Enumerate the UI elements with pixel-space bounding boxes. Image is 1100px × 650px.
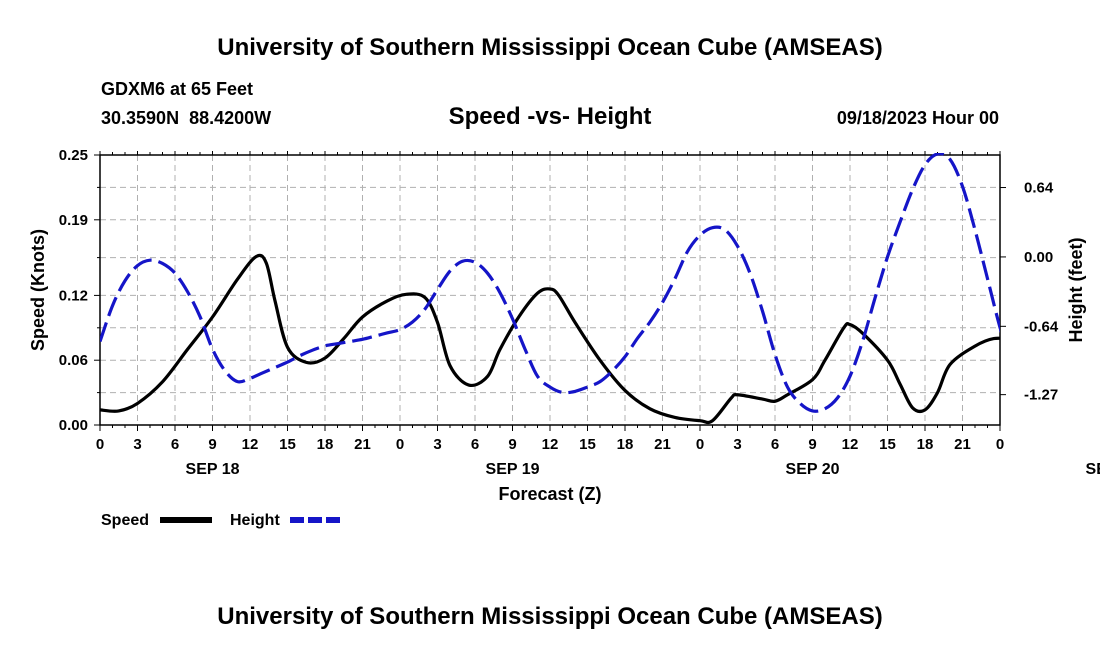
speed-series-line (100, 253, 1000, 425)
x-tick-label: 0 (96, 436, 104, 453)
y2-tick-label: 0.64 (1024, 180, 1054, 197)
x-tick-label: 18 (917, 436, 934, 453)
x-tick-label: 18 (617, 436, 634, 453)
y2-tick-label: -0.64 (1024, 318, 1059, 335)
chart-title: Speed -vs- Height (449, 103, 652, 130)
footer-title: University of Southern Mississippi Ocean… (217, 603, 882, 630)
day-label: SEP 19 (486, 461, 540, 478)
y-axis-title: Speed (Knots) (28, 229, 48, 351)
legend-speed-label: Speed (101, 512, 149, 529)
x-tick-label: 0 (996, 436, 1004, 453)
y2-axis-title: Height (feet) (1066, 238, 1086, 343)
axes (94, 151, 1006, 431)
x-tick-label: 15 (279, 436, 296, 453)
height-series-line (100, 153, 1000, 413)
main-title: University of Southern Mississippi Ocean… (217, 34, 882, 61)
x-axis-title: Forecast (Z) (498, 484, 601, 504)
x-tick-label: 9 (508, 436, 516, 453)
tick-labels: 0 3 6 9 12 15 18 21 0 3 6 9 12 15 18 21 0 3 6 9 12 15 18 21 0 SEP… (59, 147, 1100, 478)
y2-tick-label: -1.27 (1024, 387, 1058, 404)
y-tick-label: 0.25 (59, 147, 88, 164)
x-tick-label: 9 (208, 436, 216, 453)
x-tick-label: 0 (696, 436, 704, 453)
plot-frame (99, 154, 1001, 426)
day-label: SEP 20 (786, 461, 840, 478)
x-tick-label: 18 (317, 436, 334, 453)
x-tick-label: 3 (133, 436, 141, 453)
gridlines (100, 155, 1000, 425)
x-tick-label: 6 (771, 436, 779, 453)
x-tick-label: 0 (396, 436, 404, 453)
x-tick-label: 21 (354, 436, 371, 453)
y-tick-label: 0.19 (59, 212, 88, 229)
x-tick-label: 21 (654, 436, 671, 453)
series-lines (100, 153, 1000, 425)
station-label: GDXM6 at 65 Feet (101, 79, 253, 99)
y2-tick-label: 0.00 (1024, 249, 1053, 266)
x-tick-label: 12 (242, 436, 259, 453)
x-tick-label: 9 (808, 436, 816, 453)
coordinates-label: 30.3590N 88.4200W (101, 108, 271, 128)
y-tick-label: 0.12 (59, 287, 88, 304)
date-label: 09/18/2023 Hour 00 (837, 108, 999, 128)
x-tick-label: 12 (842, 436, 859, 453)
y-tick-label: 0.00 (59, 417, 88, 434)
day-label: SEP 21 (1086, 461, 1100, 478)
legend: Speed Height (101, 512, 342, 529)
x-tick-label: 15 (579, 436, 596, 453)
x-tick-label: 3 (733, 436, 741, 453)
x-tick-label: 21 (954, 436, 971, 453)
x-tick-label: 6 (171, 436, 179, 453)
day-label: SEP 18 (186, 461, 240, 478)
x-tick-label: 3 (433, 436, 441, 453)
x-tick-label: 6 (471, 436, 479, 453)
x-tick-label: 12 (542, 436, 559, 453)
x-tick-label: 15 (879, 436, 896, 453)
y-tick-label: 0.06 (59, 352, 88, 369)
legend-height-label: Height (230, 512, 280, 529)
